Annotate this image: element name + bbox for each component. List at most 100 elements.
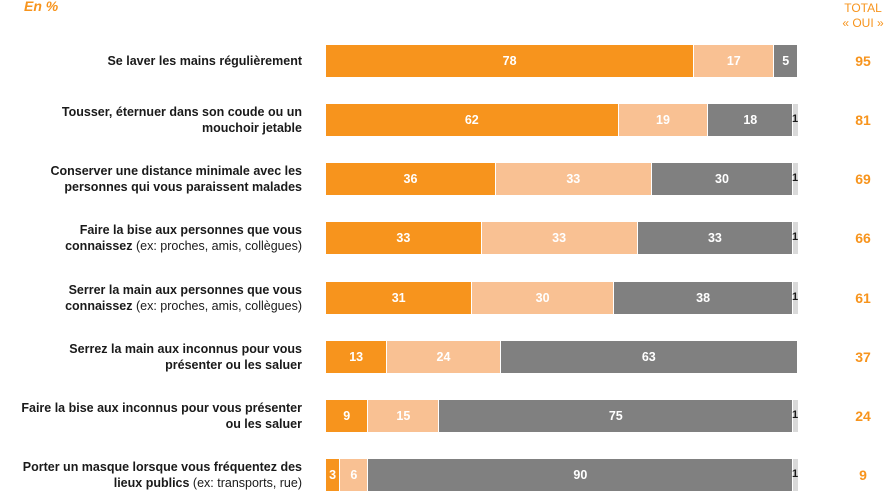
bar-row: 36 33 30 <box>326 163 798 195</box>
data-label: 33 <box>396 231 411 245</box>
data-label: 75 <box>608 409 623 423</box>
total-oui-value: 95 <box>855 53 871 69</box>
bar-segment-non: 5 <box>774 45 798 77</box>
bar-segment-non: 75 <box>439 400 794 432</box>
bar-segment-oui-plutot: 17 <box>694 45 775 77</box>
bar-segment-oui-tout-a-fait: 3 <box>326 459 341 491</box>
data-label: 33 <box>552 231 567 245</box>
row-label: Faire la bise aux inconnus pour vous pré… <box>20 400 302 432</box>
row-label: Serrer la main aux personnes que vous co… <box>20 282 302 314</box>
bar-segment-non: 90 <box>368 459 794 491</box>
data-label: 30 <box>715 172 729 186</box>
bar-segment-oui-tout-a-fait: 36 <box>326 163 496 195</box>
data-label: 17 <box>726 54 741 68</box>
bar-segment-nsp <box>793 163 798 195</box>
data-label: 30 <box>535 291 550 305</box>
row-label-text: Faire la bise aux personnes que vous con… <box>65 223 302 253</box>
row-label-note: (ex: transports, rue) <box>189 476 302 490</box>
bar-segment-non: 38 <box>613 282 794 314</box>
bar-segment-nsp <box>793 459 798 491</box>
bar-segment-nsp <box>793 282 798 314</box>
row-label-note: (ex: proches, amis, collègues) <box>132 239 302 253</box>
bar-segment-oui-tout-a-fait: 33 <box>326 222 482 254</box>
data-label-nsp: 1 <box>792 113 799 125</box>
row-label-text: Tousser, éternuer dans son coude ou un m… <box>61 105 302 135</box>
data-label: 9 <box>343 409 351 423</box>
bar-segment-non: 18 <box>708 104 794 136</box>
data-label: 90 <box>573 468 588 482</box>
data-label: 3 <box>329 468 337 482</box>
row-label: Se laver les mains régulièrement <box>20 53 302 69</box>
data-label: 31 <box>391 291 406 305</box>
data-label: 36 <box>403 172 418 186</box>
total-oui-value: 66 <box>855 230 871 246</box>
row-label: Conserver une distance minimale avec les… <box>20 163 302 195</box>
bar-row: 13 24 63 <box>326 341 798 373</box>
total-oui-value: 69 <box>855 171 871 187</box>
total-oui-value: 9 <box>859 467 867 483</box>
bar-segment-nsp <box>793 400 798 432</box>
total-header-line2: « OUI » <box>842 16 884 30</box>
total-oui-value: 81 <box>855 112 871 128</box>
data-label: 19 <box>656 113 670 127</box>
bar-segment-non: 30 <box>651 163 794 195</box>
row-label-note: (ex: proches, amis, collègues) <box>132 299 302 313</box>
bar-segment-oui-plutot: 24 <box>387 341 501 373</box>
data-label-nsp: 1 <box>792 468 799 480</box>
row-label: Tousser, éternuer dans son coude ou un m… <box>20 104 302 136</box>
data-label-nsp: 1 <box>792 172 799 184</box>
row-label: Porter un masque lorsque vous fréquentez… <box>20 459 302 491</box>
data-label: 6 <box>350 468 358 482</box>
row-label-text: Serrer la main aux personnes que vous co… <box>65 283 302 313</box>
bar-segment-non: 33 <box>637 222 794 254</box>
bar-segment-oui-tout-a-fait: 9 <box>326 400 369 432</box>
bar-segment-oui-plutot: 15 <box>368 400 440 432</box>
data-label: 38 <box>696 291 711 305</box>
row-label-text: Faire la bise aux inconnus pour vous pré… <box>21 401 302 431</box>
bar-segment-oui-plutot: 33 <box>481 222 638 254</box>
bar-segment-oui-tout-a-fait: 13 <box>326 341 388 373</box>
bar-segment-nsp <box>793 222 798 254</box>
bar-segment-oui-plutot: 30 <box>472 282 614 314</box>
bar-segment-oui-tout-a-fait: 78 <box>326 45 695 77</box>
bar-segment-oui-tout-a-fait: 31 <box>326 282 473 314</box>
row-label-text: Porter un masque lorsque vous fréquentez… <box>22 460 302 490</box>
bar-segment-oui-plutot: 19 <box>618 104 709 136</box>
data-label: 13 <box>349 350 364 364</box>
bar-segment-non: 63 <box>500 341 798 373</box>
bar-row: 9 15 75 <box>326 400 798 432</box>
bar-row: 62 19 18 <box>326 104 798 136</box>
unit-label: En % <box>24 0 59 14</box>
bar-row: 78 17 5 <box>326 45 798 77</box>
data-label: 18 <box>743 113 758 127</box>
bar-row: 31 30 38 <box>326 282 798 314</box>
data-label: 15 <box>396 409 411 423</box>
total-oui-value: 61 <box>855 290 871 306</box>
data-label: 5 <box>782 54 790 68</box>
row-label-text: Conserver une distance minimale avec les… <box>50 164 302 194</box>
total-column-header: TOTAL « OUI » <box>833 1 893 31</box>
bar-segment-oui-plutot: 33 <box>495 163 652 195</box>
data-label: 33 <box>566 172 581 186</box>
data-label-nsp: 1 <box>792 291 799 303</box>
bar-segment-oui-plutot: 6 <box>340 459 369 491</box>
data-label-nsp: 1 <box>792 231 799 243</box>
row-label-text: Se laver les mains régulièrement <box>107 54 302 68</box>
bar-row: 3 6 90 <box>326 459 798 491</box>
data-label: 33 <box>707 231 722 245</box>
row-label: Faire la bise aux personnes que vous con… <box>20 222 302 254</box>
data-label: 62 <box>464 113 479 127</box>
data-label: 63 <box>641 350 656 364</box>
total-oui-value: 37 <box>855 349 871 365</box>
data-label: 24 <box>436 350 451 364</box>
bar-row: 33 33 33 <box>326 222 798 254</box>
total-header-line1: TOTAL <box>844 1 882 15</box>
bar-segment-nsp <box>793 104 798 136</box>
total-oui-value: 24 <box>855 408 871 424</box>
row-label: Serrez la main aux inconnus pour vous pr… <box>20 341 302 373</box>
data-label: 78 <box>502 54 517 68</box>
bar-segment-oui-tout-a-fait: 62 <box>326 104 619 136</box>
row-label-text: Serrez la main aux inconnus pour vous pr… <box>69 342 302 372</box>
data-label-nsp: 1 <box>792 409 799 421</box>
